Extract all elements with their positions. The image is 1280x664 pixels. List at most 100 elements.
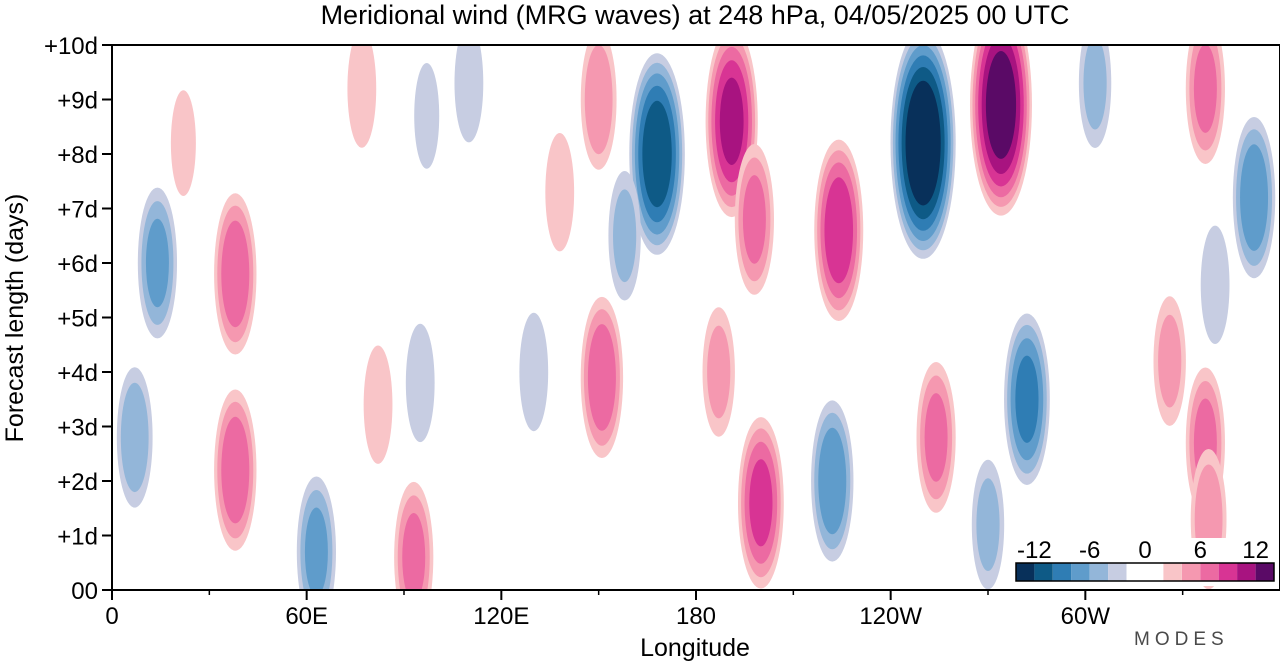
colorbar-swatch <box>1126 563 1164 581</box>
contour-level <box>818 427 847 535</box>
colorbar-swatch <box>1237 563 1256 581</box>
anomaly-positive-9 <box>394 481 434 590</box>
contour-fill-layer <box>116 45 1276 590</box>
anomaly-positive-10 <box>363 345 393 464</box>
anomaly-positive-21 <box>737 417 784 589</box>
contour-level <box>170 90 196 196</box>
contour-level <box>120 382 149 493</box>
anomaly-negative-0 <box>454 45 484 143</box>
anomaly-negative-34 <box>1232 117 1276 279</box>
anomaly-negative-11 <box>405 323 435 443</box>
x-axis: 0 60E 120E 180 120W 60W <box>105 590 1184 630</box>
modes-logo: MODES <box>1134 629 1229 650</box>
y-axis: 00 +1d +2d +3d +4d +5d +6d +7d +8d +9d +10d <box>44 33 112 605</box>
anomaly-negative-22 <box>811 400 854 562</box>
contour-level <box>1158 314 1182 408</box>
colorbar-swatch <box>1108 563 1127 581</box>
colorbar-swatch <box>1016 563 1035 581</box>
contour-level <box>402 513 426 590</box>
contour-level <box>414 62 440 169</box>
anomaly-negative-4 <box>137 187 178 339</box>
anomaly-negative-17 <box>608 170 641 301</box>
contour-level <box>363 345 393 464</box>
y-tick-label: +1d <box>57 524 98 551</box>
colorbar-swatch <box>1052 563 1072 581</box>
y-tick-label: +7d <box>57 197 98 224</box>
colorbar-label: 6 <box>1194 537 1207 564</box>
x-tick-label: 60E <box>285 603 328 630</box>
colorbar-swatch <box>1163 563 1182 581</box>
colorbar-swatch <box>1255 563 1274 581</box>
y-tick-label: +4d <box>57 360 98 387</box>
contour-level <box>1240 144 1269 251</box>
anomaly-positive-5 <box>214 193 257 355</box>
contour-level <box>749 459 773 547</box>
contour-level <box>1083 45 1107 130</box>
anomaly-negative-8 <box>296 476 336 590</box>
contour-level <box>587 324 616 431</box>
anomaly-negative-16 <box>629 53 685 255</box>
anomaly-positive-3 <box>170 90 196 196</box>
anomaly-negative-29 <box>1078 45 1112 148</box>
contour-level <box>454 45 484 143</box>
anomaly-positive-19 <box>734 144 775 295</box>
anomaly-positive-15 <box>545 132 575 252</box>
y-tick-label: +3d <box>57 415 98 442</box>
anomaly-negative-35 <box>1200 225 1230 344</box>
contour-level <box>924 393 948 482</box>
contour-level <box>519 312 549 432</box>
contour-level <box>642 100 672 208</box>
anomaly-positive-14 <box>580 45 617 170</box>
anomaly-negative-12 <box>519 312 549 432</box>
anomaly-positive-30 <box>1185 45 1225 164</box>
contour-level <box>221 220 250 328</box>
colorbar-frame <box>1015 562 1275 582</box>
contour-level <box>304 507 328 590</box>
colorbar-swatch <box>1218 563 1238 581</box>
colorbar: -12 -6 0 6 12 <box>1014 537 1276 586</box>
colorbar-swatch <box>1089 563 1109 581</box>
anomaly-positive-13 <box>580 296 624 459</box>
x-tick-label: 120W <box>859 603 922 630</box>
y-tick-label: +2d <box>57 469 98 496</box>
colorbar-swatch <box>1200 563 1219 581</box>
contour-level <box>719 77 744 165</box>
x-tick-label: 60W <box>1061 603 1111 630</box>
y-axis-title: Forecast length (days) <box>1 194 29 443</box>
contour-level <box>742 175 766 264</box>
y-tick-label: +5d <box>57 306 98 333</box>
contour-level <box>905 80 941 206</box>
colorbar-label: 12 <box>1242 537 1269 564</box>
contour-level <box>976 478 1000 571</box>
contour-level <box>1193 45 1217 133</box>
anomaly-negative-1 <box>414 62 440 169</box>
colorbar-label: 0 <box>1138 537 1151 564</box>
colorbar-swatch <box>1071 563 1090 581</box>
y-tick-label: +8d <box>57 142 98 169</box>
contour-level <box>985 51 1017 159</box>
y-tick-label: +6d <box>57 251 98 278</box>
x-tick-label: 0 <box>105 603 118 630</box>
contour-level <box>347 45 377 148</box>
anomaly-positive-31 <box>1153 296 1186 426</box>
x-axis-title: Longitude <box>640 634 750 662</box>
anomaly-negative-28 <box>971 459 1005 590</box>
anomaly-negative-27 <box>1004 313 1050 485</box>
contour-level <box>824 177 854 284</box>
chart-title: Meridional wind (MRG waves) at 248 hPa, … <box>321 0 1070 30</box>
anomaly-negative-6 <box>116 367 153 508</box>
y-tick-label: +10d <box>44 33 98 60</box>
contour-level <box>1015 355 1039 443</box>
x-tick-label: 180 <box>676 603 716 630</box>
contour-level <box>584 45 613 155</box>
anomaly-positive-23 <box>814 139 864 321</box>
contour-level <box>613 189 637 283</box>
contour-level <box>1200 225 1230 344</box>
y-tick-label: +9d <box>57 88 98 115</box>
contour-level <box>545 132 575 252</box>
anomaly-positive-26 <box>916 362 956 513</box>
colorbar-swatch <box>1181 563 1201 581</box>
contour-level <box>145 218 169 308</box>
anomaly-positive-2 <box>347 45 377 148</box>
